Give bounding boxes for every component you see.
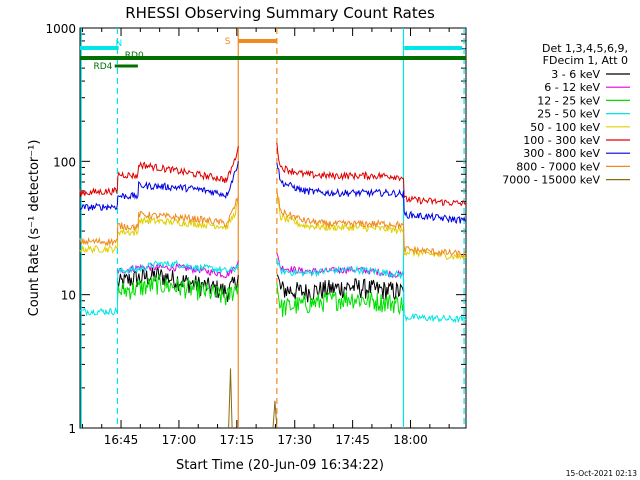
x-tick-label: 17:45	[335, 433, 370, 447]
x-axis-label: Start Time (20-Jun-09 16:34:22)	[176, 458, 384, 473]
legend-label: 800 - 7000 keV	[516, 160, 600, 173]
flag-label-rd4: RD4	[94, 62, 113, 72]
series-line	[116, 266, 239, 302]
legend-label: 300 - 800 keV	[523, 147, 600, 160]
series-line	[79, 201, 239, 254]
y-tick-label: 10	[61, 289, 76, 303]
legend-label: 7000 - 15000 keV	[502, 174, 600, 187]
series-line	[116, 273, 239, 306]
x-tick-label: 18:00	[393, 433, 428, 447]
series-line	[272, 400, 278, 429]
series-line	[276, 189, 467, 258]
legend-header-line2: FDecim 1, Att 0	[543, 54, 628, 67]
flag-label-rd0: RD0	[125, 51, 144, 61]
series-line	[79, 146, 239, 197]
x-tick-label: 17:30	[277, 433, 312, 447]
chart-title: RHESSI Observing Summary Count Rates	[125, 4, 435, 22]
x-tick-label: 16:45	[104, 433, 139, 447]
legend-label: 12 - 25 keV	[537, 94, 600, 107]
series-line	[79, 161, 239, 211]
series-line	[276, 258, 467, 324]
legend-label: 50 - 100 keV	[530, 121, 600, 134]
legend: Det 1,3,4,5,6,9, FDecim 1, Att 0 3 - 6 k…	[502, 42, 630, 187]
series-line	[116, 260, 239, 279]
y-tick-label: 100	[53, 155, 76, 169]
plot-area: 16:45 17:00 17:15 17:30 17:45 18:00 1 10 100 1000…	[45, 22, 467, 447]
timestamp: 15-Oct-2021 02:13	[566, 469, 637, 478]
series-line	[276, 163, 467, 224]
series-line	[276, 274, 404, 303]
legend-label: 25 - 50 keV	[537, 108, 600, 121]
series-line	[79, 195, 239, 247]
flag-label-n: N	[116, 39, 123, 49]
y-tick-label: 1000	[45, 22, 76, 36]
flag-label-s: S	[225, 37, 231, 47]
legend-label: 100 - 300 keV	[523, 134, 600, 147]
series-line	[79, 260, 239, 317]
series-line	[276, 143, 467, 207]
series-line	[276, 283, 404, 318]
y-axis-label: Count Rate (s⁻¹ detector⁻¹)	[27, 140, 42, 317]
y-tick-label: 1	[68, 422, 76, 436]
x-tick-label: 17:15	[220, 433, 255, 447]
legend-label: 6 - 12 keV	[544, 81, 600, 94]
series-line	[228, 368, 233, 429]
legend-label: 3 - 6 keV	[551, 68, 600, 81]
legend-header-line1: Det 1,3,4,5,6,9,	[542, 42, 628, 55]
x-tick-label: 17:00	[162, 433, 197, 447]
